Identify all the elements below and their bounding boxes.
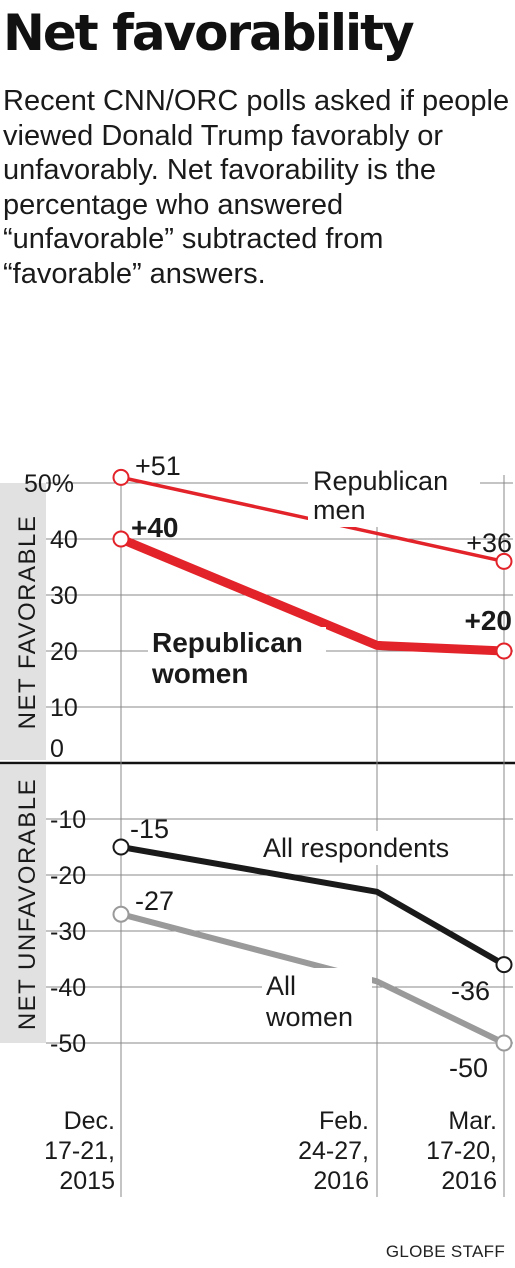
label-knockout xyxy=(148,627,326,689)
data-point-marker xyxy=(495,642,513,660)
y-tick-label: -50 xyxy=(50,1030,86,1058)
x-tick-label: 2015 xyxy=(59,1167,115,1195)
data-label: -27 xyxy=(135,886,174,916)
y-tick-label: 50% xyxy=(24,470,74,498)
y-tick-label: 20 xyxy=(50,638,78,666)
y-axis-title-unfavorable: NET UNFAVORABLE xyxy=(14,778,41,1030)
series-line-all-women xyxy=(118,911,507,1046)
series-label: Republican xyxy=(152,627,303,658)
x-tick-label: 2016 xyxy=(441,1167,497,1195)
series-label: men xyxy=(313,495,366,525)
x-tick-label: 17-21, xyxy=(44,1137,115,1165)
x-tick-label: 17-20, xyxy=(426,1137,497,1165)
x-tick-label: Dec. xyxy=(64,1107,115,1135)
series-label: All xyxy=(266,971,296,1001)
data-point-marker xyxy=(112,838,130,856)
data-label: +51 xyxy=(135,451,181,481)
x-tick-label: Feb. xyxy=(319,1107,369,1135)
y-tick-label: 0 xyxy=(50,735,64,763)
y-tick-label: 10 xyxy=(50,694,78,722)
unfavorable-band xyxy=(0,765,46,1043)
x-tick-label: Mar. xyxy=(448,1107,497,1135)
data-label: -50 xyxy=(449,1053,488,1083)
label-knockout xyxy=(308,463,480,527)
series-label: women xyxy=(265,1002,353,1032)
chart-description: Recent CNN/ORC polls asked if people vie… xyxy=(3,85,510,290)
y-tick-label: 40 xyxy=(50,526,78,554)
data-label: -15 xyxy=(130,814,169,844)
data-label: +20 xyxy=(465,605,513,636)
data-label: +40 xyxy=(131,512,179,543)
series-label: All respondents xyxy=(263,833,449,863)
label-knockout xyxy=(262,968,372,1032)
y-tick-label: 30 xyxy=(50,582,78,610)
data-label: +36 xyxy=(466,528,512,558)
data-label: -36 xyxy=(451,976,490,1006)
data-point-marker xyxy=(495,956,513,974)
series-label: women xyxy=(151,658,248,689)
series-line-republican-men xyxy=(119,475,506,564)
y-tick-label: -30 xyxy=(50,918,86,946)
x-tick-label: 24-27, xyxy=(298,1137,369,1165)
favorable-band xyxy=(0,483,46,760)
chart-title: Net favorability xyxy=(3,4,415,62)
x-tick-label: 2016 xyxy=(313,1167,369,1195)
series-line-republican-women xyxy=(116,534,509,656)
credit-line: GLOBE STAFF xyxy=(385,1242,505,1261)
label-knockout xyxy=(258,831,482,865)
series-label: Republican xyxy=(313,466,448,496)
data-point-marker xyxy=(495,552,513,570)
y-tick-label: -40 xyxy=(50,974,86,1002)
data-point-marker xyxy=(112,905,130,923)
data-point-marker xyxy=(495,1034,513,1052)
y-tick-label: -20 xyxy=(50,862,86,890)
y-tick-label: -10 xyxy=(50,806,86,834)
line-chart: 50% 40 30 20 10 0 -10 -20 -30 -40 -50 NET FAVORABLE… xyxy=(0,451,515,1197)
y-axis-title-favorable: NET FAVORABLE xyxy=(14,515,41,730)
data-point-marker xyxy=(112,468,130,486)
series-line-all-respondents xyxy=(118,844,507,968)
data-point-marker xyxy=(112,530,130,548)
